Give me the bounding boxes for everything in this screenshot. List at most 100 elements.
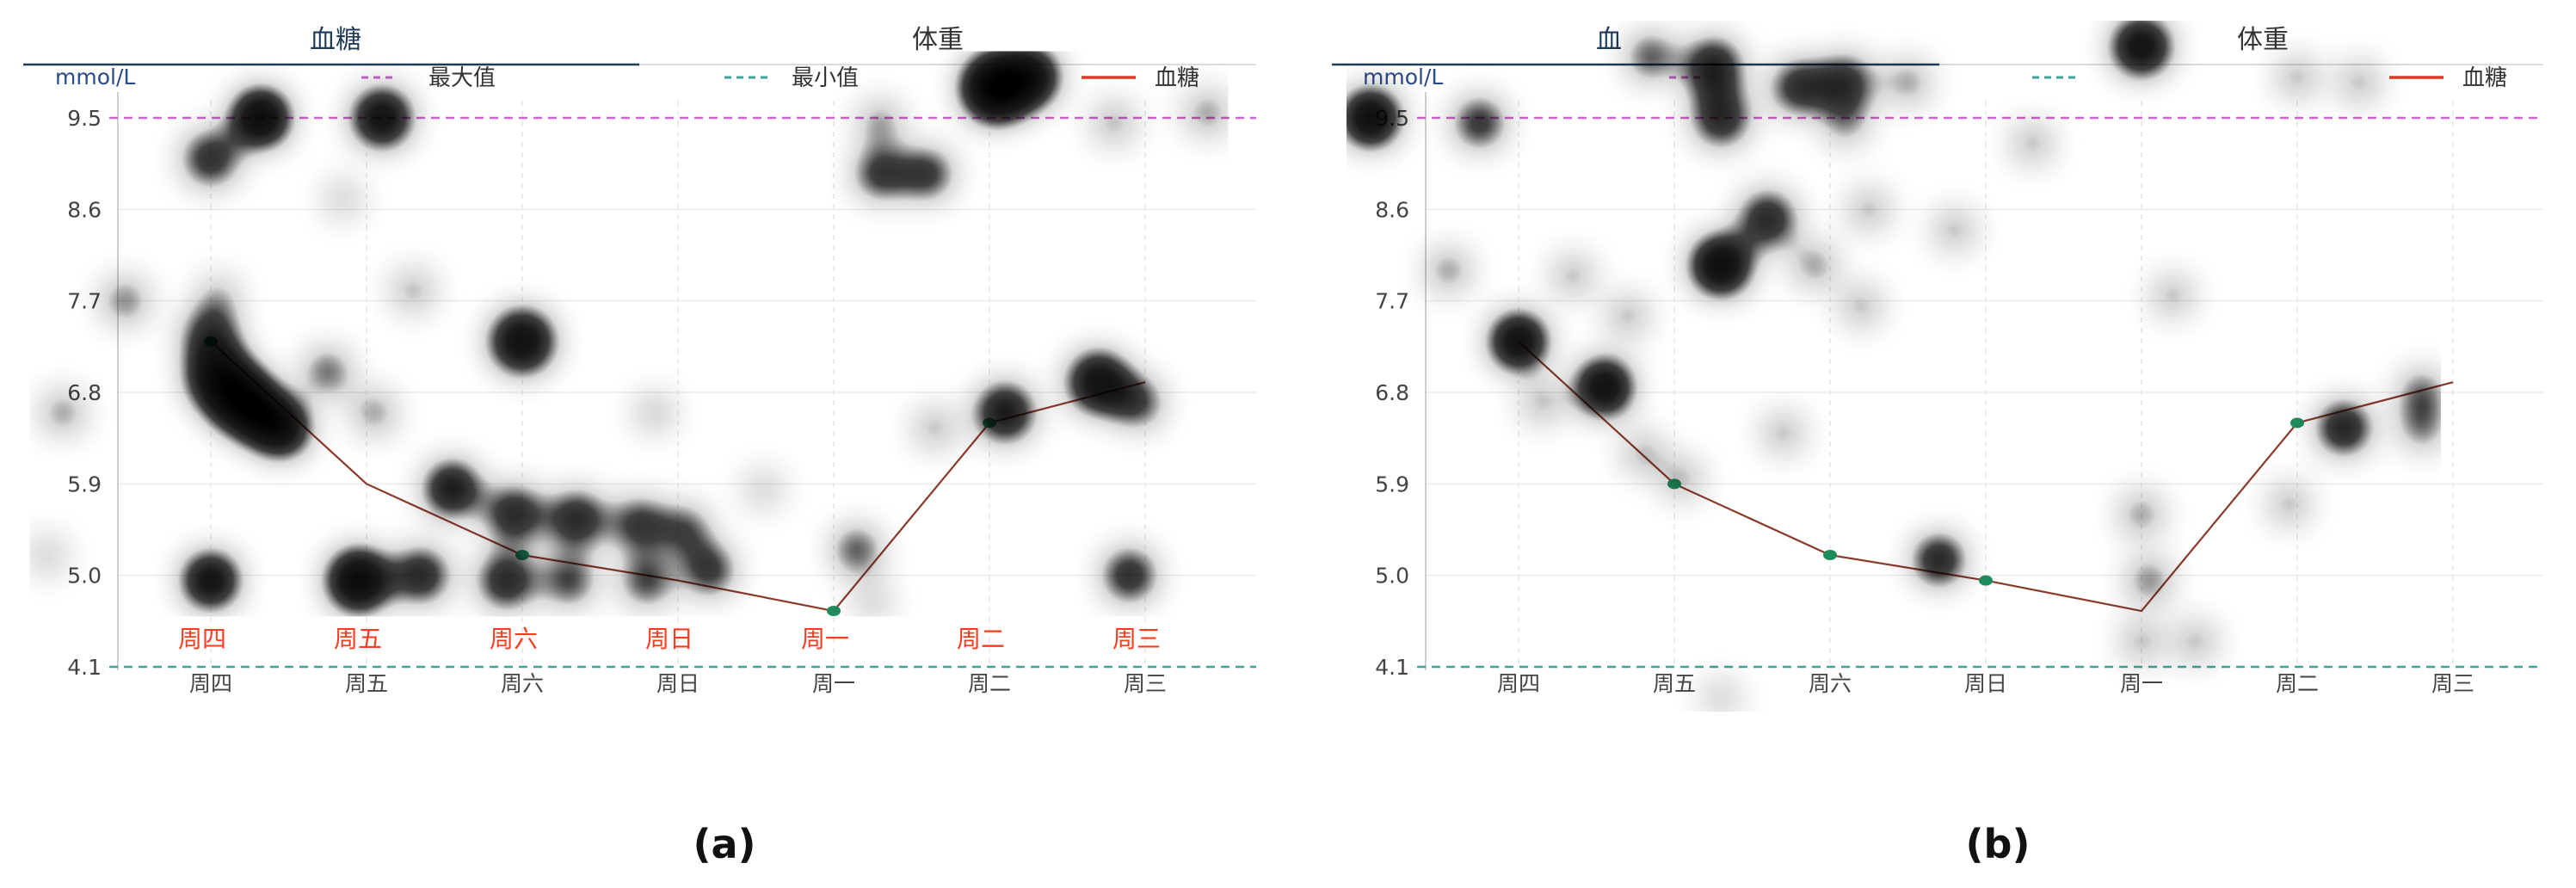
heatmap-blob [665, 509, 707, 551]
legend: 血糖 [1669, 65, 2507, 91]
heatmap-blob [1844, 288, 1879, 324]
x-tick-label: 周三 [1124, 671, 1167, 696]
heatmap-colorized [29, 51, 1229, 617]
heatmap-blob [1525, 385, 1560, 420]
heatmap-blob [493, 311, 552, 371]
day-label: 周二 [957, 625, 1005, 653]
y-tick-label: 6.8 [1375, 380, 1409, 405]
attention-heatmap [29, 51, 1229, 617]
heatmap-blob [256, 404, 305, 453]
legend-min-label: 最小值 [792, 65, 859, 91]
day-label: 周五 [334, 625, 382, 653]
x-tick-label: 周五 [345, 671, 388, 696]
heatmap-blob [1827, 103, 1865, 142]
tab-weight[interactable]: 体重 [912, 25, 964, 55]
x-tick-label: 周六 [501, 671, 544, 696]
day-label: 周一 [801, 625, 849, 653]
heatmap-blob [201, 278, 237, 313]
heatmap-blob [2402, 409, 2441, 447]
heatmap-blob [1766, 416, 1801, 451]
heatmap-blob [488, 488, 540, 540]
panel-a: 血糖 体重 mmol/L 最大值 最小值 血糖 4.15.05.96.87.78… [23, 25, 1256, 867]
unit-label: mmol/L [1363, 65, 1443, 89]
heatmap-blob [2155, 278, 2191, 313]
tab-weight[interactable]: 体重 [2237, 25, 2289, 55]
heatmap-blob [330, 552, 386, 608]
heatmap-blob [1580, 363, 1629, 412]
heatmap-blob [428, 465, 477, 514]
heatmap-blob [638, 397, 670, 429]
heatmap-blob [1795, 246, 1833, 285]
heatmap-blob [104, 280, 146, 322]
heatmap-blob [687, 547, 732, 593]
tab-glucose[interactable]: 血 [1596, 25, 1622, 55]
x-tick-label: 周五 [1653, 671, 1696, 696]
heatmap-blob [904, 151, 950, 196]
heatmap-blob [1610, 299, 1645, 334]
heatmap-blob [2321, 405, 2367, 451]
heatmap-blob [185, 133, 237, 185]
heatmap-blob [2015, 126, 2050, 161]
heatmap-blob [614, 500, 663, 549]
heatmap-density [1347, 21, 2441, 712]
y-tick-label: 4.1 [1375, 655, 1409, 680]
heatmap-blob [356, 92, 409, 144]
heatmap-blob [2116, 21, 2167, 73]
panel-b: 血 体重 mmol/L 血糖 4.15.05.96.87.78.69.5周四周五… [1332, 21, 2543, 867]
heatmap-blob [1687, 40, 1740, 93]
heatmap-blob [551, 493, 603, 546]
x-tick-label: 周日 [656, 671, 699, 696]
caption-b: (b) [1966, 821, 2031, 867]
heatmap-blob [397, 551, 446, 600]
heatmap-blob [546, 558, 592, 603]
legend-glucose-label: 血糖 [2462, 65, 2507, 91]
heatmap-blob [858, 151, 903, 196]
heatmap-blob [1105, 551, 1154, 600]
heatmap-blob [1494, 317, 1543, 366]
glucose-data-point [1823, 550, 1837, 561]
y-tick-label: 4.1 [67, 655, 102, 680]
heatmap-blob [1741, 194, 1794, 246]
heatmap-blob [2402, 373, 2441, 411]
y-tick-label: 7.7 [1375, 289, 1409, 314]
heatmap-blob [1347, 94, 1396, 142]
tab-bar: 血糖 体重 [23, 25, 1256, 66]
heatmap-blob [1070, 355, 1126, 410]
x-tick-label: 周一 [812, 671, 855, 696]
heatmap-blob [1114, 379, 1160, 425]
day-label: 周三 [1112, 625, 1161, 653]
heatmap-blob [1821, 58, 1870, 107]
heatmap-blob [857, 585, 889, 617]
unit-label: mmol/L [55, 65, 135, 89]
heatmap-blob [1774, 63, 1823, 112]
heatmap-blob [2179, 624, 2214, 659]
heatmap-blob [29, 538, 65, 573]
heatmap-blob [2280, 59, 2314, 95]
heatmap-blob [2130, 561, 2169, 600]
heatmap-blob [1094, 103, 1133, 142]
heatmap-blob [2124, 624, 2159, 659]
tab-glucose[interactable]: 血糖 [310, 25, 361, 55]
heatmap-blob [327, 183, 359, 215]
heatmap-blob [1457, 100, 1502, 145]
legend-glucose-label: 血糖 [1155, 65, 1199, 91]
heatmap-blob [236, 94, 285, 142]
heatmap-blob [861, 103, 900, 142]
y-tick-label: 8.6 [1375, 197, 1409, 222]
legend: 最大值 最小值 血糖 [361, 65, 1199, 91]
heatmap-blob [480, 554, 533, 607]
heatmap-blob [1429, 251, 1468, 290]
y-tick-label: 9.5 [67, 106, 102, 131]
heatmap-blob [1918, 539, 1960, 581]
heatmap-blob [1695, 239, 1747, 292]
x-tick-label: 周四 [189, 671, 232, 696]
x-tick-label: 周一 [2120, 671, 2163, 696]
heatmap-blob [2271, 486, 2307, 521]
x-tick-label: 周日 [1964, 671, 2007, 696]
y-tick-label: 8.6 [67, 197, 102, 222]
heatmap-blob [1852, 192, 1887, 227]
heatmap-blob [1002, 51, 1055, 103]
heatmap-blob [1937, 212, 1972, 247]
